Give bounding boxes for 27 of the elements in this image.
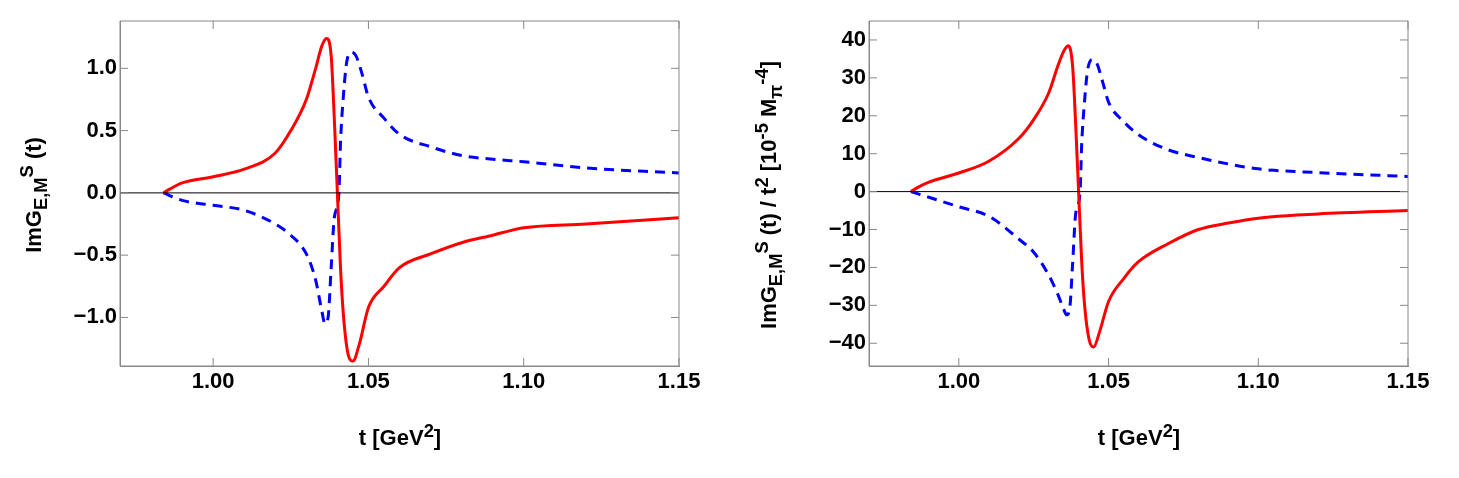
y-tick-label: −0.5 [73,241,117,267]
y-tick-label: −1.0 [73,303,117,329]
x-tick-label: 1.15 [1386,368,1430,394]
x-tick-label: 1.10 [502,368,546,394]
x-tick-label: 1.00 [191,368,235,394]
y-tick-label: 30 [841,63,866,89]
x-tick-label: 1.05 [347,368,390,394]
x-tick-label: 1.15 [657,368,701,394]
x-tick-label: 1.10 [1236,368,1280,394]
x-axis-title: t [GeV$^{2}$] [358,420,442,452]
y-tick-label: −40 [828,329,866,355]
y-tick-label: 0.5 [86,116,117,142]
y-tick-label: 20 [841,101,866,127]
y-tick-label: 0 [853,177,866,203]
line-series [909,58,1408,317]
y-tick-label: 1.0 [86,54,117,80]
y-tick-label: −20 [828,253,866,279]
y-tick-label: −30 [828,291,866,317]
x-tick-label: 1.00 [937,368,981,394]
x-axis-title: t [GeV$^{2}$] [1097,420,1181,452]
line-series [909,44,1408,349]
line-series [161,36,679,363]
x-tick-label: 1.05 [1087,368,1130,394]
y-tick-label: 10 [841,139,866,165]
y-tick-label: 40 [841,26,866,52]
y-tick-label: −10 [828,215,866,241]
y-tick-label: 0.0 [86,178,117,204]
